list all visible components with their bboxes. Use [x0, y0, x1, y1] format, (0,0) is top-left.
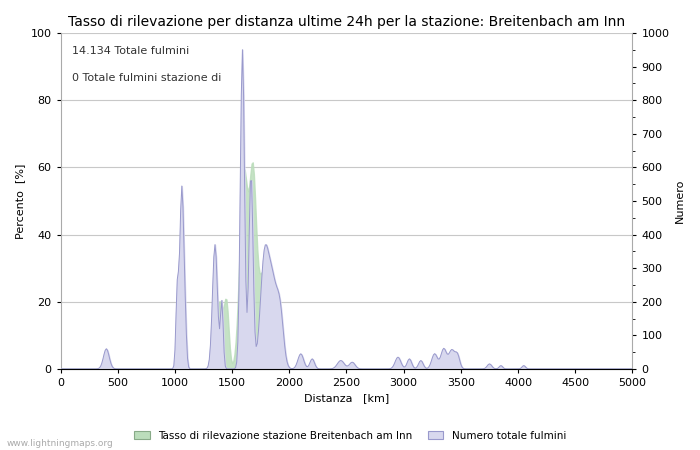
Text: 0 Totale fulmini stazione di: 0 Totale fulmini stazione di	[72, 73, 221, 83]
Legend: Tasso di rilevazione stazione Breitenbach am Inn, Numero totale fulmini: Tasso di rilevazione stazione Breitenbac…	[130, 427, 570, 445]
Text: www.lightningmaps.org: www.lightningmaps.org	[7, 439, 113, 448]
X-axis label: Distanza   [km]: Distanza [km]	[304, 393, 389, 404]
Text: 14.134 Totale fulmini: 14.134 Totale fulmini	[72, 46, 189, 56]
Y-axis label: Percento  [%]: Percento [%]	[15, 163, 25, 238]
Title: Tasso di rilevazione per distanza ultime 24h per la stazione: Breitenbach am Inn: Tasso di rilevazione per distanza ultime…	[68, 15, 625, 29]
Y-axis label: Numero: Numero	[675, 179, 685, 223]
